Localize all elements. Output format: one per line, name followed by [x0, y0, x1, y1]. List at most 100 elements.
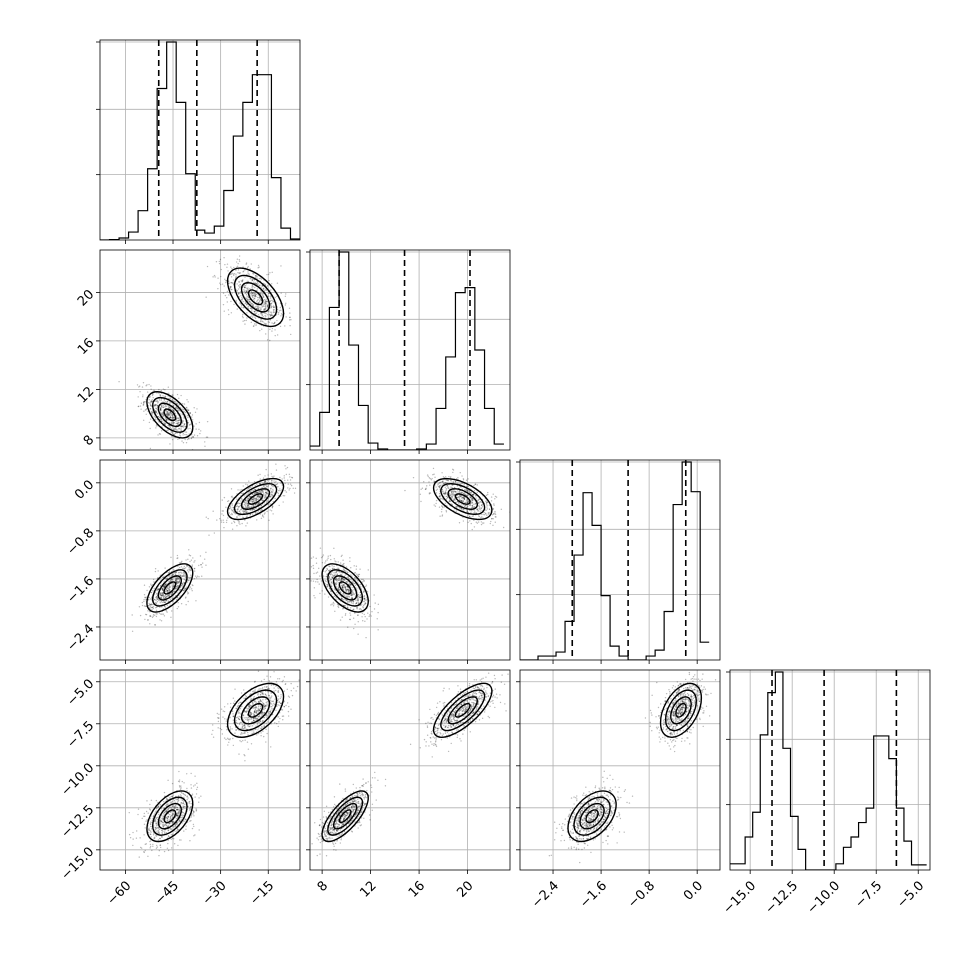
sample-point [195, 423, 197, 425]
sample-point [334, 583, 337, 585]
sample-point [240, 508, 243, 511]
sample-point [183, 565, 186, 568]
sample-point [425, 487, 427, 490]
sample-point [229, 273, 232, 276]
sample-point [174, 801, 176, 803]
sample-point [337, 588, 339, 591]
sample-point [189, 427, 191, 430]
sample-point [240, 280, 242, 282]
sample-point [179, 574, 182, 576]
sample-point [229, 286, 232, 288]
sample-point [179, 435, 182, 437]
sample-point [275, 469, 278, 471]
sample-point [169, 802, 172, 804]
sample-point [157, 416, 159, 418]
histogram-2 [520, 461, 710, 660]
sample-point [272, 301, 274, 303]
sample-point [256, 307, 258, 310]
sample-point [331, 581, 333, 584]
sample-point [205, 564, 207, 566]
sample-point [164, 583, 166, 586]
sample-point [468, 490, 471, 492]
sample-point [341, 577, 343, 580]
sample-point [196, 435, 199, 437]
sample-point [178, 581, 180, 583]
sample-point [442, 480, 444, 482]
sample-point [158, 854, 160, 857]
sample-point [176, 580, 178, 582]
sample-point [337, 605, 339, 608]
sample-point [148, 829, 150, 832]
sample-point [275, 463, 277, 465]
sample-point [172, 423, 174, 425]
sample-point [169, 580, 172, 582]
sample-point [256, 299, 259, 302]
sample-point [463, 498, 466, 500]
sample-point [172, 811, 174, 813]
sample-point [256, 311, 258, 313]
sample-point [369, 605, 371, 608]
sample-point [269, 300, 272, 303]
sample-point [167, 413, 170, 415]
sample-point [190, 569, 192, 572]
sample-point [341, 616, 343, 618]
sample-point [143, 598, 145, 601]
sample-point [165, 610, 168, 612]
sample-point [326, 568, 329, 571]
sample-point [327, 557, 329, 559]
sample-point [184, 588, 187, 590]
sample-point [183, 423, 186, 426]
panel-1-1 [306, 249, 511, 454]
sample-point [272, 311, 275, 314]
sample-point [338, 579, 341, 581]
sample-point [147, 604, 150, 607]
sample-point [444, 482, 446, 484]
sample-point [267, 273, 270, 276]
sample-point [252, 489, 255, 492]
sample-point [354, 577, 356, 579]
sample-point [143, 584, 146, 586]
sample-point [458, 499, 461, 501]
sample-point [474, 502, 477, 505]
sample-point [353, 588, 355, 591]
sample-point [245, 293, 248, 296]
sample-point [166, 797, 168, 800]
sample-point [177, 410, 180, 412]
sample-point [245, 319, 247, 322]
sample-point [448, 487, 450, 490]
sample-point [478, 515, 481, 518]
sample-point [262, 321, 264, 323]
sample-point [155, 847, 158, 849]
sample-point [175, 406, 178, 408]
sample-point [455, 505, 457, 508]
sample-point [346, 585, 348, 587]
sample-point [346, 595, 348, 597]
sample-point [290, 333, 292, 336]
sample-point [165, 595, 167, 598]
sample-point [486, 493, 489, 496]
sample-point [198, 801, 200, 803]
sample-point [147, 610, 149, 612]
sample-point [213, 274, 216, 277]
sample-point [473, 506, 475, 508]
sample-point [351, 592, 353, 594]
sample-point [342, 587, 344, 589]
sample-point [143, 851, 145, 854]
sample-point [460, 486, 462, 488]
sample-point [181, 780, 183, 783]
sample-point [151, 821, 153, 824]
sample-point [463, 505, 465, 507]
sample-point [170, 407, 173, 409]
sample-point [285, 473, 288, 476]
sample-point [327, 596, 330, 598]
sample-point [178, 566, 181, 569]
sample-point [454, 491, 456, 493]
sample-point [238, 510, 240, 512]
sample-point [162, 414, 164, 416]
panel-frame [309, 249, 511, 451]
sample-point [154, 624, 156, 626]
sample-point [246, 300, 249, 302]
sample-point [253, 294, 256, 297]
sample-point [146, 384, 148, 386]
sample-point [271, 475, 273, 478]
